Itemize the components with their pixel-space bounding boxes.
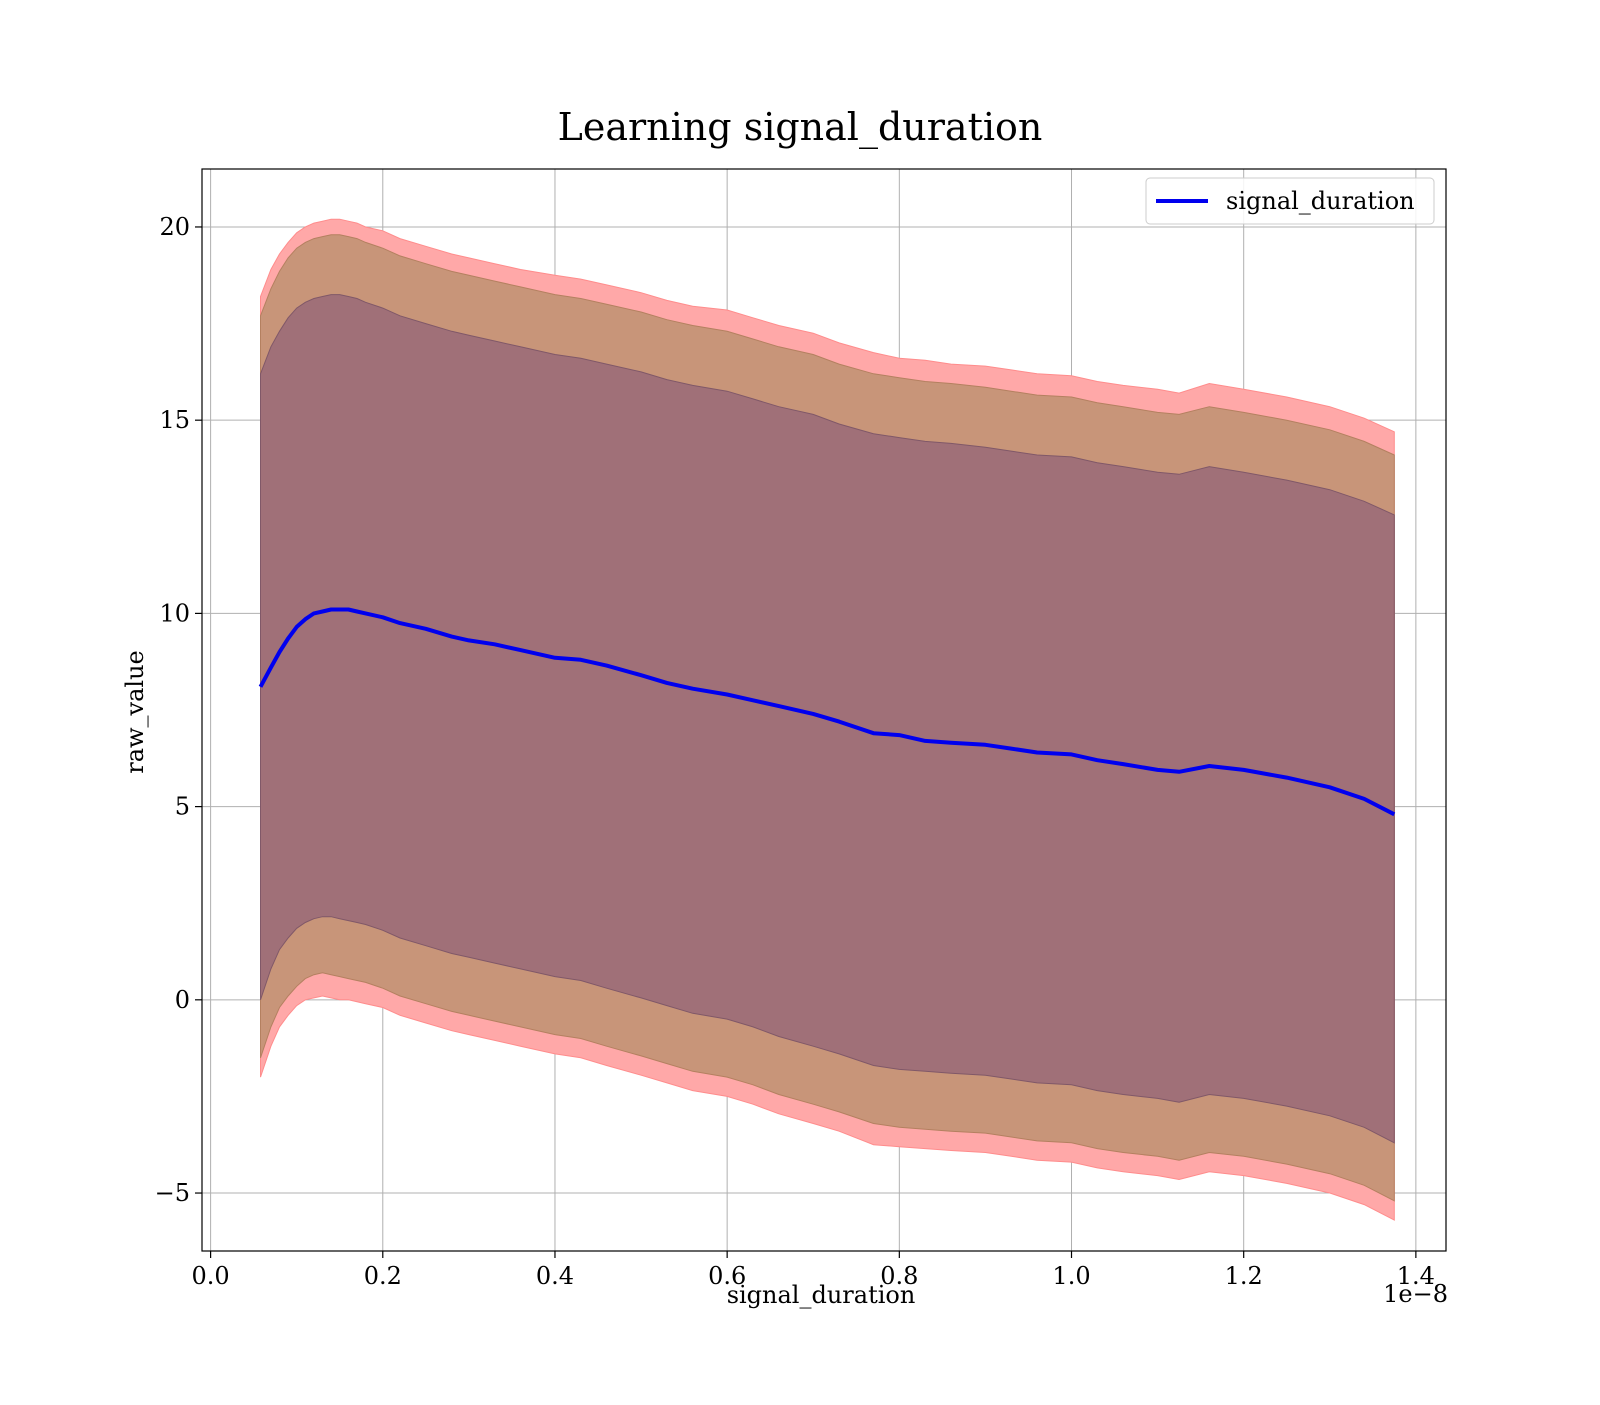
- lines: [258, 607, 1396, 817]
- y-tick-label: 20: [159, 213, 190, 241]
- y-tick-label: 5: [175, 793, 190, 821]
- x-tick-label: 0.6: [708, 1262, 746, 1290]
- x-tick-label: 1.2: [1225, 1262, 1263, 1290]
- ticks: 0.0 0.2 0.4 0.6 0.8 1.0 1.2 1.4 −5 0 5 10 15 20: [155, 213, 1435, 1290]
- x-axis-label: signal_duration: [727, 1281, 916, 1309]
- x-axis-offset-label: 1e−8: [1383, 1280, 1448, 1308]
- x-tick-label: 0.0: [192, 1262, 230, 1290]
- y-tick-label: −5: [155, 1179, 190, 1207]
- y-tick-label: 0: [175, 986, 190, 1014]
- x-tick-label: 1.4: [1397, 1262, 1435, 1290]
- x-tick-label: 0.2: [364, 1262, 402, 1290]
- bands: [260, 218, 1395, 1221]
- x-tick-label: 0.8: [880, 1262, 918, 1290]
- legend: signal_duration: [1145, 177, 1435, 225]
- legend-box: [1145, 177, 1435, 225]
- chart-title: Learning signal_duration: [558, 105, 1043, 150]
- y-tick-label: 15: [159, 406, 190, 434]
- x-tick-label: 0.4: [536, 1262, 574, 1290]
- plot-frame: [201, 168, 1447, 1252]
- y-tick-label: 10: [159, 599, 190, 627]
- legend-entry-signal-duration: signal_duration: [1226, 187, 1415, 215]
- y-axis-label: raw_value: [121, 650, 149, 774]
- series-line-signal-duration: [258, 607, 1396, 817]
- x-tick-label: 1.0: [1052, 1262, 1090, 1290]
